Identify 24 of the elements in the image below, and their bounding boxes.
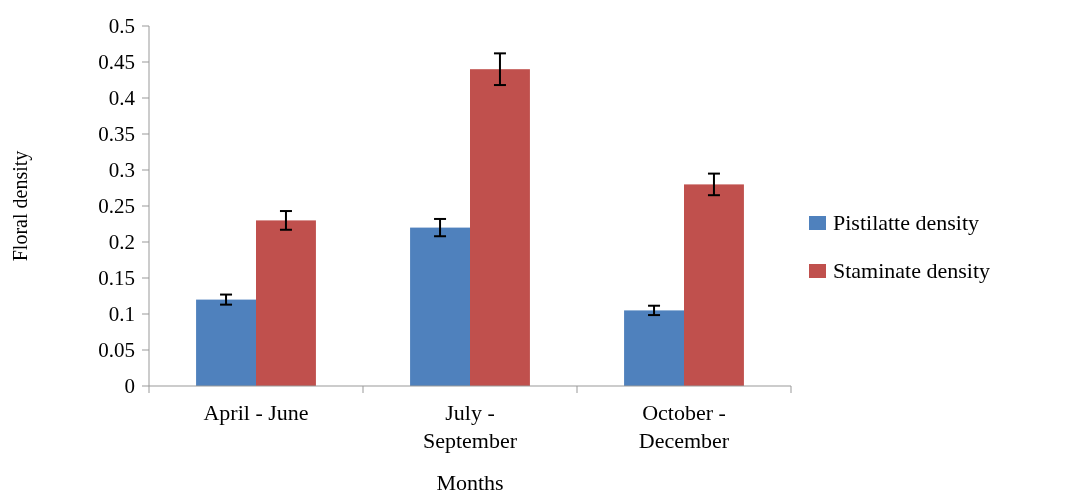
y-tick-label: 0.15 [98,266,135,291]
x-tick-label: July - September [422,400,518,453]
legend-label: Staminate density [833,258,991,283]
legend-label: Pistilatte density [833,210,980,235]
y-axis-title: Floral density [9,150,32,262]
y-tick-label: 0.5 [108,14,135,39]
y-tick-label: 0.2 [108,230,135,255]
y-tick-label: 0.35 [98,122,135,147]
x-tick-label: October - December [638,400,730,453]
y-tick-label: 0.05 [98,338,135,363]
bar [684,184,744,386]
y-tick-label: 0.3 [108,158,135,183]
bar [470,69,530,386]
bar [196,299,256,386]
x-axis-title: Months [436,470,504,495]
y-tick-label: 0.1 [108,302,135,327]
y-tick-label: 0.4 [108,86,136,111]
x-tick-label: April - June [203,400,309,425]
y-tick-label: 0 [124,374,135,399]
bar [256,220,316,386]
bar [410,227,470,386]
bar [624,310,684,386]
y-tick-label: 0.45 [98,50,135,75]
y-tick-label: 0.25 [98,194,135,219]
